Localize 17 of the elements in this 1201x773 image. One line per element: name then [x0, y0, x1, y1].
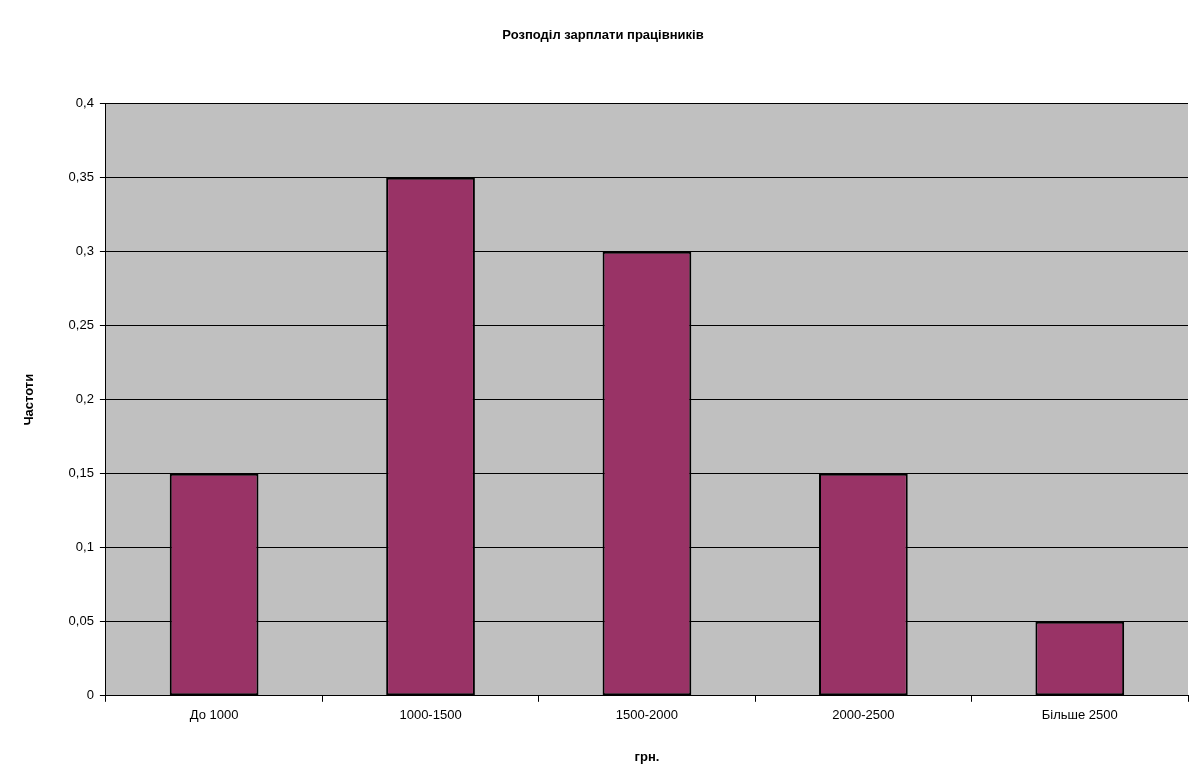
x-tick-label: Більше 2500: [1041, 707, 1118, 723]
chart-title: Розподіл зарплати працівників: [502, 27, 704, 43]
y-tick-label: 0,4: [75, 95, 94, 111]
y-tick-label: 0,35: [68, 169, 94, 185]
y-tick-label: 0,05: [68, 613, 94, 629]
x-tick-label: До 1000: [189, 707, 239, 723]
y-tick-label: 0,1: [75, 539, 94, 555]
x-axis-title: грн.: [634, 748, 660, 764]
y-axis-title: Частоти: [21, 373, 37, 426]
x-tick-label: 1000-1500: [399, 707, 462, 723]
y-tick-label: 0,2: [75, 391, 94, 407]
y-tick-label: 0,25: [68, 317, 94, 333]
y-tick-label: 0: [86, 687, 94, 703]
y-tick-label: 0,3: [75, 243, 94, 259]
y-tick-label: 0,15: [68, 465, 94, 481]
x-tick-label: 2000-2500: [832, 707, 895, 723]
x-tick-label: 1500-2000: [615, 707, 679, 723]
